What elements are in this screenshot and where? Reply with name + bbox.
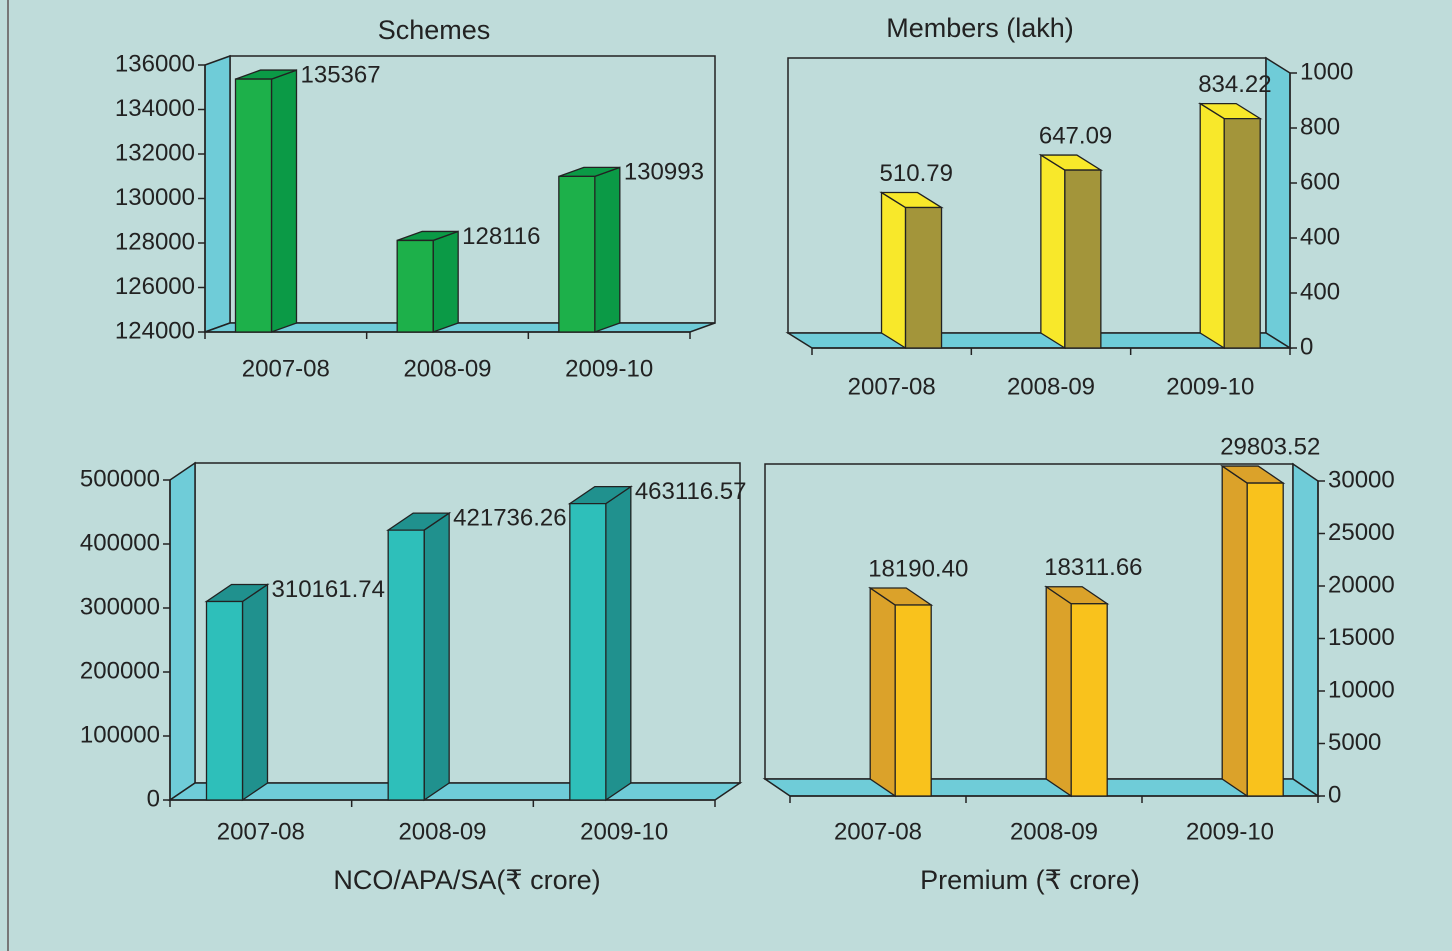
bar [558,166,621,333]
value-label: 18190.40 [868,555,968,582]
bar [1197,102,1263,350]
bar [567,485,633,802]
bar [1044,585,1110,798]
x-tick-label: 2009-10 [1186,818,1274,845]
bar [879,191,944,350]
y-tick-label: 400000 [80,529,160,556]
y-tick-label: 100000 [80,721,160,748]
bar [396,230,459,333]
chart-title: Premium (₹ crore) [920,865,1140,895]
y-tick-label: 128000 [115,228,195,255]
y-tick-label: 10000 [1328,676,1395,703]
bar [204,583,270,802]
y-tick-label: 400 [1300,223,1340,250]
bar-front [396,239,434,333]
bar [1038,153,1104,350]
y-tick-label: 1000 [1300,58,1353,85]
x-tick-label: 2009-10 [565,355,653,382]
value-label: 463116.57 [635,478,747,505]
bar-front [1246,482,1284,797]
value-label: 130993 [624,159,704,186]
bar-side [605,485,632,802]
bar-side [1045,585,1072,798]
bar [386,511,452,802]
x-tick-label: 2008-09 [403,355,491,382]
bar-side [880,191,907,350]
y-tick-label: 400 [1300,278,1340,305]
y-tick-label: 130000 [115,184,195,211]
chart-title: Members (lakh) [886,13,1074,43]
value-label: 29803.52 [1220,433,1320,460]
y-tick-label: 300000 [80,593,160,620]
x-tick-label: 2007-08 [217,818,305,845]
value-label: 310161.74 [272,576,385,603]
y-tick-label: 200000 [80,657,160,684]
bar [234,69,298,333]
value-label: 834.22 [1198,71,1271,98]
value-label: 18311.66 [1044,554,1142,581]
bar-front [234,78,273,333]
y-tick-label: 15000 [1328,624,1395,651]
bar-side [423,511,450,802]
y-tick-label: 20000 [1328,571,1395,598]
value-label: 647.09 [1039,122,1112,149]
chart-title: Schemes [378,15,491,45]
side-wall [204,54,231,334]
bar-front [387,529,425,801]
bar-front [1070,603,1108,797]
x-tick-label: 2009-10 [580,818,668,845]
bar-side [1040,153,1066,350]
bar [1220,464,1286,798]
bar-side [241,583,269,802]
bar-side [432,230,459,333]
x-tick-label: 2007-08 [242,355,330,382]
side-wall [1265,56,1291,350]
x-tick-label: 2008-09 [398,818,486,845]
bar-side [270,69,298,333]
y-tick-label: 30000 [1328,466,1395,493]
x-tick-label: 2008-09 [1010,818,1098,845]
y-tick-label: 800 [1300,113,1340,140]
y-tick-label: 126000 [115,273,195,300]
bar-front [569,502,607,801]
side-wall [1292,462,1319,798]
value-label: 510.79 [880,160,953,187]
x-tick-label: 2008-09 [1007,373,1095,400]
x-tick-label: 2007-08 [834,818,922,845]
x-tick-label: 2009-10 [1166,373,1254,400]
y-tick-label: 500000 [80,465,160,492]
x-tick-label: 2007-08 [848,373,936,400]
y-tick-label: 124000 [115,317,195,344]
chart-title: NCO/APA/SA(₹ crore) [333,865,600,895]
bar-side [594,166,621,333]
bar [868,586,934,798]
side-wall [169,461,196,802]
bar-side [1199,102,1225,350]
value-label: 421736.26 [453,504,566,531]
y-tick-label: 25000 [1328,519,1395,546]
y-tick-label: 134000 [115,95,195,122]
bar-side [1221,464,1248,798]
y-tick-label: 5000 [1328,729,1381,756]
y-tick-label: 600 [1300,168,1340,195]
bar-front [894,604,932,797]
bar-front [1064,169,1102,349]
y-tick-label: 0 [147,785,160,812]
bar-front [558,175,596,333]
bar-side [869,586,896,798]
bar-front [1223,117,1261,349]
value-label: 128116 [462,223,540,250]
bar-front [205,600,244,801]
value-label: 135367 [301,61,381,88]
y-tick-label: 132000 [115,139,195,166]
y-tick-label: 0 [1328,781,1341,808]
y-tick-label: 0 [1300,333,1313,360]
bar-front [904,206,943,349]
y-tick-label: 136000 [115,50,195,77]
